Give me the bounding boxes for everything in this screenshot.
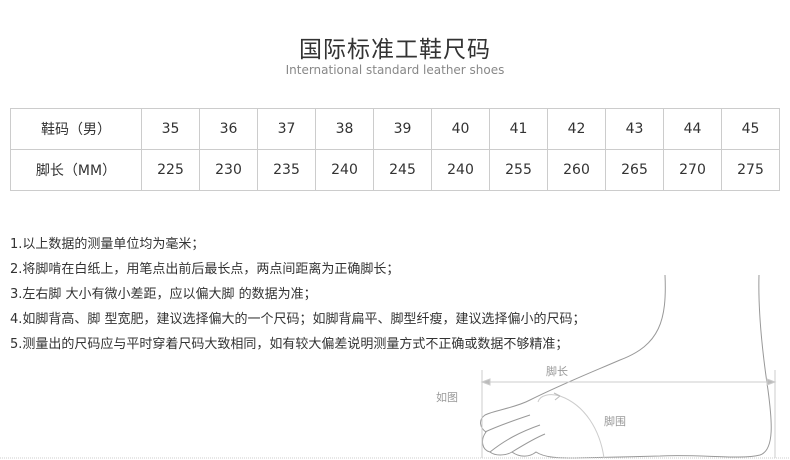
- measurement-notes: 1.以上数据的测量单位均为毫米； 2.将脚啃在白纸上，用笔点出前后最长点，两点间…: [10, 232, 586, 357]
- table-cell: 45: [721, 108, 780, 150]
- foot-girth-label: 脚围: [604, 415, 626, 428]
- page-title: 国际标准工鞋尺码: [299, 37, 491, 63]
- note-item: 1.以上数据的测量单位均为毫米；: [10, 237, 205, 252]
- table-cell: 235: [257, 149, 316, 191]
- table-cell: 225: [141, 149, 200, 191]
- table-cell: 245: [373, 149, 432, 191]
- table-cell: 270: [663, 149, 722, 191]
- note-item: 3.左右脚 大小有微小差距，应以偏大脚 的数据为准；: [10, 287, 317, 302]
- table-cell: 265: [605, 149, 664, 191]
- note-item: 2.将脚啃在白纸上，用笔点出前后最长点，两点间距离为正确脚长；: [10, 262, 400, 277]
- note-item: 4.如脚背高、脚 型宽肥，建议选择偏大的一个尺码；如脚背扁平、脚型纤瘦，建议选择…: [10, 312, 586, 327]
- table-cell: 39: [373, 108, 432, 150]
- table-cell: 38: [315, 108, 374, 150]
- foot-length-label: 脚长: [546, 365, 568, 378]
- size-table: 鞋码（男） 35 36 37 38 39 40 41 42 43 44 45 脚…: [10, 108, 780, 191]
- table-cell: 40: [431, 108, 490, 150]
- table-cell: 240: [431, 149, 490, 191]
- table-cell: 37: [257, 108, 316, 150]
- as-shown-label: 如图: [436, 391, 458, 404]
- note-item: 5.测量出的尺码应与平时穿着尺码大致相同，如有较大偏差说明测量方式不正确或数据不…: [10, 337, 569, 352]
- table-cell: 230: [199, 149, 258, 191]
- foot-outline: [480, 274, 772, 459]
- row-header: 脚长（MM）: [10, 149, 142, 191]
- table-cell: 260: [547, 149, 606, 191]
- girth-arc: [537, 394, 605, 459]
- table-row-foot-length: 脚长（MM） 225 230 235 240 245 240 255 260 2…: [10, 149, 780, 191]
- table-row-shoe-size: 鞋码（男） 35 36 37 38 39 40 41 42 43 44 45: [10, 108, 780, 150]
- table-cell: 275: [721, 149, 780, 191]
- page-subtitle: International standard leather shoes: [285, 63, 505, 77]
- table-cell: 240: [315, 149, 374, 191]
- table-cell: 44: [663, 108, 722, 150]
